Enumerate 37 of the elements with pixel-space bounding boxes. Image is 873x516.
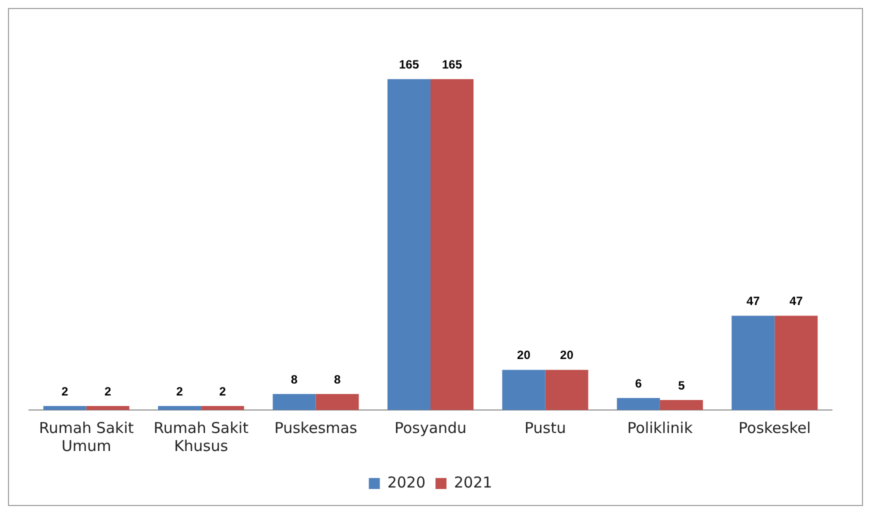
bar — [502, 370, 546, 410]
data-label: 2 — [62, 384, 69, 398]
data-label: 47 — [746, 294, 760, 308]
bar — [272, 394, 316, 410]
x-tick-label: Rumah Sakit Khusus — [154, 418, 249, 455]
bar — [430, 79, 474, 410]
data-label: 5 — [678, 378, 686, 392]
bar — [660, 400, 703, 410]
data-label: 8 — [290, 372, 298, 386]
data-label: 165 — [442, 57, 462, 72]
bar — [86, 406, 130, 410]
data-label: 20 — [560, 348, 574, 362]
x-tick-label: Pustu — [524, 418, 566, 437]
x-tick-label: Poskeskel — [738, 418, 811, 437]
data-label: 2 — [176, 384, 184, 398]
legend-label: 2021 — [454, 473, 492, 492]
bar — [316, 394, 359, 410]
x-tick-label: Poliklinik — [627, 418, 693, 437]
bar — [732, 316, 775, 410]
x-tick-label: Puskesmas — [274, 418, 358, 437]
data-label: 20 — [517, 348, 531, 362]
bar — [387, 79, 430, 410]
bar — [43, 406, 86, 410]
data-label: 6 — [635, 376, 642, 390]
data-label: 47 — [789, 294, 804, 308]
data-label: 8 — [334, 372, 341, 386]
legend-label: 2020 — [387, 473, 426, 492]
bar — [545, 370, 588, 410]
bar — [158, 406, 202, 410]
data-label: 165 — [398, 57, 420, 72]
x-tick-label: Rumah Sakit Umum — [38, 418, 134, 455]
x-tick-label: Posyandu — [394, 418, 467, 437]
bar — [774, 316, 818, 410]
bar — [201, 406, 244, 410]
data-label: 2 — [219, 384, 226, 398]
data-label: 2 — [104, 384, 112, 398]
bar — [616, 398, 660, 410]
